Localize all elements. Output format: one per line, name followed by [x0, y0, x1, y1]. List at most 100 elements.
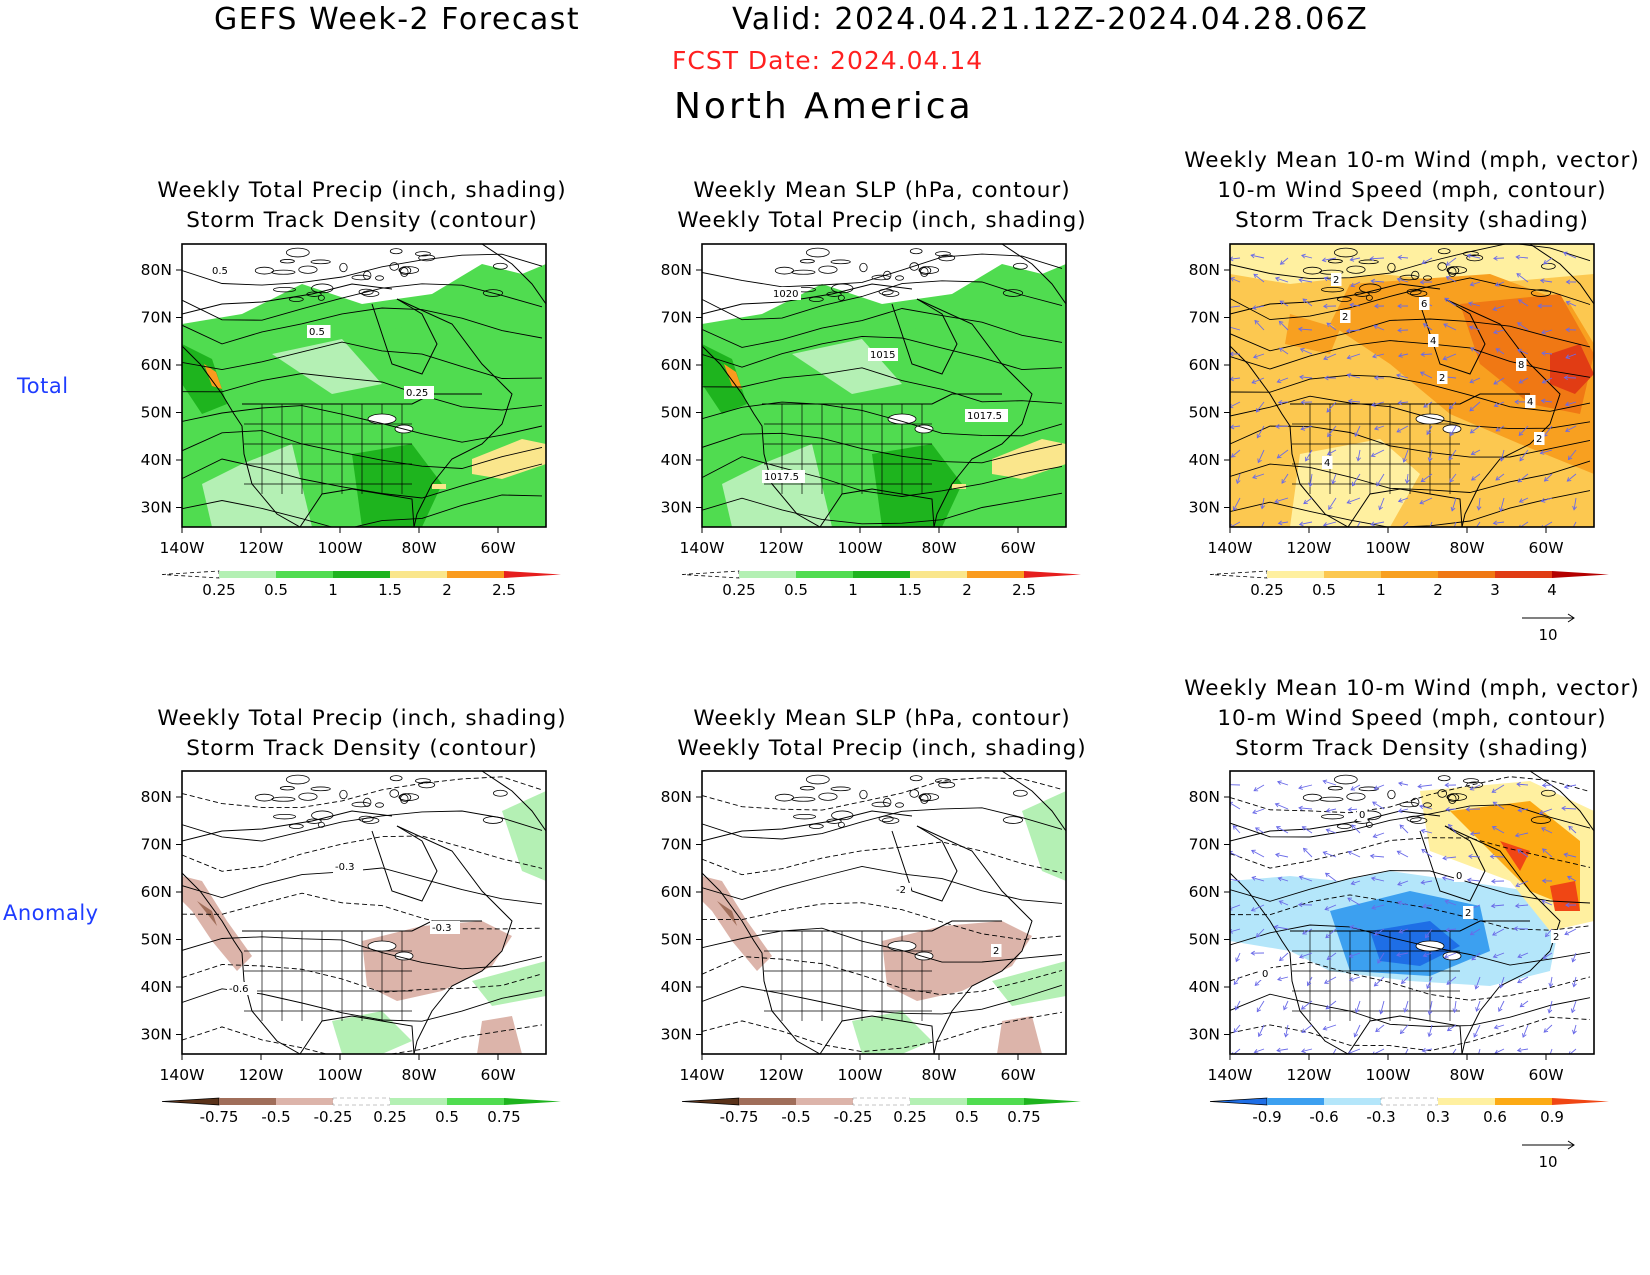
lat-tick-label: 40N	[661, 978, 692, 996]
contour-label: 2	[1553, 932, 1559, 943]
contour-label: 6	[1421, 299, 1427, 310]
lon-tick-label: 140W	[1208, 539, 1253, 557]
colorbar-label: 0.9	[1540, 1108, 1564, 1126]
colorbar-label: -0.75	[720, 1108, 759, 1126]
lat-tick-label: 40N	[1189, 451, 1220, 469]
reference-vector-label: 10	[1538, 1153, 1557, 1171]
colorbar-label: 0.25	[1250, 581, 1283, 599]
lat-tick-label: 60N	[661, 356, 692, 374]
lat-tick-label: 40N	[661, 451, 692, 469]
lat-tick-label: 80N	[141, 261, 172, 279]
lon-tick-label: 80W	[1449, 1066, 1484, 1084]
lon-tick-label: 60W	[1000, 1066, 1035, 1084]
lon-tick-label: 60W	[1528, 1066, 1563, 1084]
colorbar: 0.25 0.5 1 1.5 2 2.5	[681, 570, 1081, 599]
lon-tick-label: 100W	[838, 539, 883, 557]
colorbar-label: -0.25	[834, 1108, 873, 1126]
lon-tick-label: 60W	[1000, 539, 1035, 557]
contour-label: 4	[1527, 397, 1533, 408]
colorbar-label: 2	[442, 581, 452, 599]
panel-title-line: Weekly Mean SLP (hPa, contour)	[693, 178, 1071, 203]
map-frame	[181, 770, 547, 1055]
panel-title-line: Weekly Total Precip (inch, shading)	[157, 178, 567, 203]
lat-tick-label: 50N	[1189, 404, 1220, 422]
contour-label: -2	[896, 885, 906, 896]
lat-tick-label: 50N	[661, 931, 692, 949]
panel-title: Weekly Total Precip (inch, shading) Storm…	[102, 704, 622, 764]
lon-tick-label: 60W	[1528, 539, 1563, 557]
row-label-total: Total	[17, 374, 69, 398]
colorbar-label: 0.75	[487, 1108, 520, 1126]
colorbar-label: 0.25	[202, 581, 235, 599]
lon-tick-label: 140W	[680, 1066, 725, 1084]
colorbar: -0.9 -0.6 -0.3 0.3 0.6 0.9	[1209, 1097, 1609, 1126]
lon-tick-label: 80W	[921, 1066, 956, 1084]
lat-tick-label: 70N	[141, 836, 172, 854]
region-title: North America	[674, 86, 974, 127]
colorbar-label: 2.5	[1012, 581, 1036, 599]
lat-tick-label: 70N	[661, 309, 692, 327]
contour-label: 1017.5	[967, 411, 1002, 422]
colorbar: -0.75 -0.5 -0.25 0.25 0.5 0.75	[161, 1097, 561, 1126]
panel-title: Weekly Mean SLP (hPa, contour) Weekly Tot…	[622, 176, 1142, 236]
panel-title-line: Weekly Mean 10-m Wind (mph, vector)	[1184, 148, 1640, 173]
colorbar-label: 1	[848, 581, 858, 599]
lon-tick-label: 140W	[160, 1066, 205, 1084]
lat-tick-label: 40N	[141, 451, 172, 469]
panel-title: Weekly Total Precip (inch, shading) Storm…	[102, 176, 622, 236]
colorbar-label: 1	[328, 581, 338, 599]
lon-tick-label: 100W	[318, 1066, 363, 1084]
colorbar: 0.25 0.5 1 2 3 4	[1209, 570, 1609, 599]
panel-title-line: Storm Track Density (contour)	[186, 736, 538, 761]
colorbar-label: -0.6	[1309, 1108, 1338, 1126]
forecast-date: FCST Date: 2024.04.14	[672, 46, 984, 75]
lon-tick-label: 100W	[1366, 1066, 1411, 1084]
lat-tick-label: 30N	[1189, 1026, 1220, 1044]
panel-title: Weekly Mean 10-m Wind (mph, vector) 10-m …	[1152, 674, 1650, 764]
colorbar-label: 2	[1433, 581, 1443, 599]
panel-title-line: Storm Track Density (shading)	[1235, 736, 1589, 761]
contour-label: 1015	[870, 350, 895, 361]
colorbar-label: 0.25	[722, 581, 755, 599]
lon-tick-label: 120W	[239, 539, 284, 557]
contour-label: 0	[1456, 871, 1462, 882]
lat-tick-label: 30N	[661, 1026, 692, 1044]
panel-title-line: 10-m Wind Speed (mph, contour)	[1217, 706, 1607, 731]
lon-tick-label: 60W	[480, 1066, 515, 1084]
colorbar-label: 4	[1547, 581, 1557, 599]
panel-title-line: Storm Track Density (shading)	[1235, 208, 1589, 233]
colorbar-label: 0.5	[435, 1108, 459, 1126]
figure-title: GEFS Week-2 Forecast	[214, 2, 581, 37]
lat-tick-label: 60N	[141, 883, 172, 901]
lat-tick-label: 40N	[141, 978, 172, 996]
lat-tick-label: 70N	[661, 836, 692, 854]
reference-vector: 10	[1522, 613, 1575, 644]
colorbar-label: 1.5	[898, 581, 922, 599]
panel-title-line: Weekly Total Precip (inch, shading)	[677, 736, 1087, 761]
contour-label: 4	[1324, 458, 1330, 469]
contour-label: 4	[1430, 336, 1436, 347]
contour-label: 0	[1359, 810, 1365, 821]
map-frame	[701, 243, 1067, 528]
map-frame	[1229, 243, 1595, 528]
colorbar-label: -0.5	[261, 1108, 290, 1126]
lon-tick-label: 120W	[239, 1066, 284, 1084]
lon-tick-label: 120W	[759, 539, 804, 557]
colorbar-label: 1	[1376, 581, 1386, 599]
panel-title-line: Storm Track Density (contour)	[186, 208, 538, 233]
colorbar-label: -0.5	[781, 1108, 810, 1126]
contour-label: 2	[1439, 373, 1445, 384]
panel-title-line: 10-m Wind Speed (mph, contour)	[1217, 178, 1607, 203]
contour-label: 2	[1465, 908, 1471, 919]
colorbar-label: -0.75	[200, 1108, 239, 1126]
colorbar-label: 0.5	[1312, 581, 1336, 599]
colorbar-label: 0.25	[893, 1108, 926, 1126]
lat-tick-label: 60N	[661, 883, 692, 901]
colorbar-label: 2	[962, 581, 972, 599]
colorbar-label: -0.9	[1252, 1108, 1281, 1126]
contour-label: 1017.5	[764, 472, 799, 483]
